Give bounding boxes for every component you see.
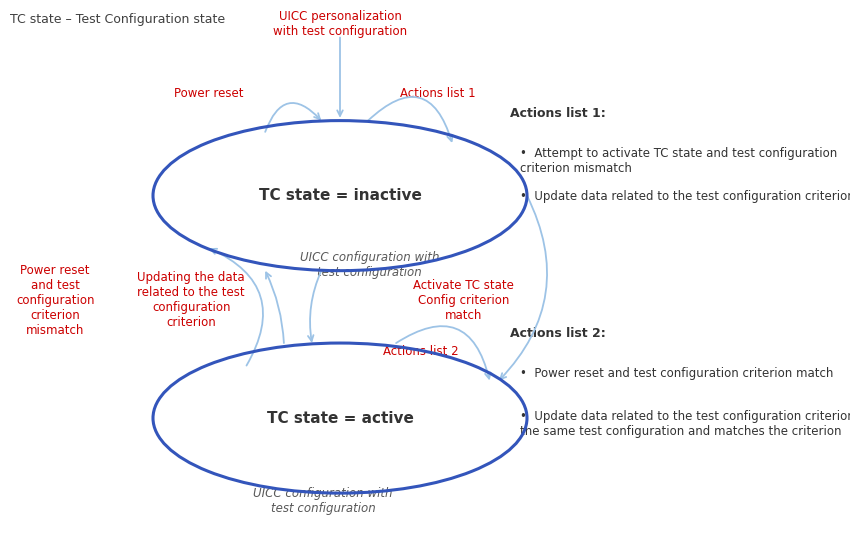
Text: Actions list 2: Actions list 2 [383,345,458,358]
Text: Actions list 1:: Actions list 1: [510,107,606,120]
Text: Actions list 1: Actions list 1 [400,87,475,100]
Text: TC state = active: TC state = active [267,411,413,426]
Text: Updating the data
related to the test
configuration
criterion: Updating the data related to the test co… [138,271,245,329]
Text: Actions list 2:: Actions list 2: [510,327,606,340]
Text: TC state – Test Configuration state: TC state – Test Configuration state [10,13,225,26]
Text: •  Update data related to the test configuration criterion on
the same test conf: • Update data related to the test config… [520,410,850,438]
Text: UICC personalization
with test configuration: UICC personalization with test configura… [273,10,407,38]
Text: •  Power reset and test configuration criterion match: • Power reset and test configuration cri… [520,367,834,380]
Text: UICC configuration with
test configuration: UICC configuration with test configurati… [253,487,393,515]
Text: •  Update data related to the test configuration criterion: • Update data related to the test config… [520,190,850,203]
Text: UICC configuration with
test configuration: UICC configuration with test configurati… [300,251,439,279]
Text: Power reset
and test
configuration
criterion
mismatch: Power reset and test configuration crite… [16,264,94,337]
Text: Activate TC state
Config criterion
match: Activate TC state Config criterion match [413,279,513,322]
Text: TC state = inactive: TC state = inactive [258,188,422,203]
Text: •  Attempt to activate TC state and test configuration
criterion mismatch: • Attempt to activate TC state and test … [520,147,837,175]
Text: Power reset: Power reset [173,87,243,100]
